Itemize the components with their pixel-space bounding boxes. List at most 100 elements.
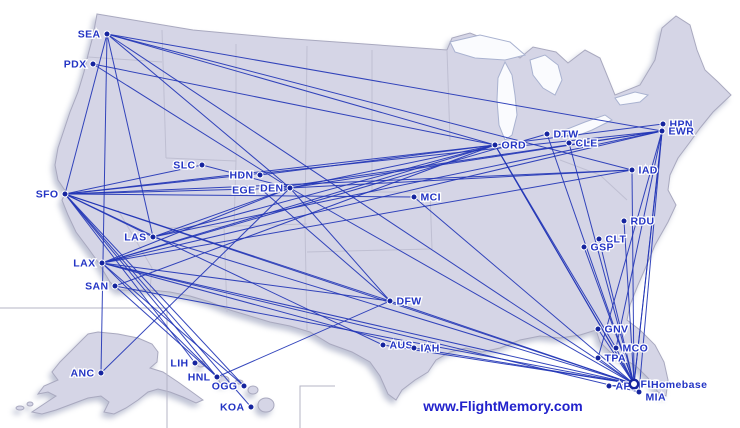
route-LAX-OGG	[101, 262, 245, 387]
route-LAX-DFW	[101, 262, 391, 302]
airport-CLE[interactable]: CLE	[565, 136, 599, 151]
airport-label-MCI: MCI	[421, 192, 441, 204]
airport-dot-icon[interactable]	[286, 184, 294, 192]
route-SEA-LAS	[106, 33, 154, 238]
airport-ANC[interactable]: ANC	[69, 366, 105, 381]
airport-IAH[interactable]: IAH	[410, 341, 441, 356]
route-FLL-DEN	[289, 187, 635, 385]
airport-RDU[interactable]: RDU	[620, 214, 655, 229]
route-FLL-RDU	[623, 220, 635, 385]
airport-EWR[interactable]: EWR	[658, 124, 695, 139]
airport-MCI[interactable]: MCI	[410, 190, 442, 205]
airport-dot-icon[interactable]	[111, 282, 119, 290]
airport-dot-icon[interactable]	[580, 243, 588, 251]
airport-label-ANC: ANC	[71, 368, 95, 380]
airport-dot-icon[interactable]	[379, 341, 387, 349]
airport-dot-icon[interactable]	[612, 344, 620, 352]
airport-MCO[interactable]: MCO	[612, 341, 649, 356]
airport-dot-icon[interactable]	[491, 141, 499, 149]
airport-SLC[interactable]: SLC	[172, 158, 206, 173]
airport-dot-icon[interactable]	[149, 233, 157, 241]
airport-dot-icon[interactable]	[620, 217, 628, 225]
route-SFO-SLC	[64, 164, 203, 195]
route-EWR-SEA	[106, 33, 663, 132]
airport-TPA[interactable]: TPA	[594, 351, 627, 366]
airport-dot-icon[interactable]	[386, 297, 394, 305]
airport-AUS[interactable]: AUS	[379, 338, 414, 353]
airport-dot-icon[interactable]	[240, 382, 248, 390]
route-SFO-DEN	[64, 187, 291, 195]
airport-DTW[interactable]: DTW	[543, 127, 580, 142]
route-PDX-DEN	[92, 63, 291, 189]
airport-dot-icon[interactable]	[594, 325, 602, 333]
route-EWR-MIA	[638, 130, 663, 393]
airport-GSP[interactable]: GSP	[580, 240, 615, 255]
airport-dot-icon[interactable]	[103, 30, 111, 38]
airport-dot-icon[interactable]	[256, 171, 264, 179]
airport-OGG[interactable]: OGG	[210, 379, 248, 394]
airport-dot-icon[interactable]	[198, 161, 206, 169]
airport-EGE[interactable]: EGE	[231, 183, 266, 198]
airport-dot-icon[interactable]	[595, 235, 603, 243]
airport-dot-icon[interactable]	[635, 388, 643, 396]
airport-GNV[interactable]: GNV	[594, 322, 629, 337]
airport-SFO[interactable]: SFO	[34, 187, 69, 202]
route-LAS-DEN	[152, 187, 291, 238]
airport-label-GSP: GSP	[591, 242, 614, 254]
airport-dot-icon[interactable]	[191, 359, 199, 367]
airport-ORD[interactable]: ORD	[491, 138, 527, 153]
route-IAD-LAX	[101, 169, 633, 264]
route-SFO-SEA	[64, 33, 108, 195]
airport-dot-icon[interactable]	[97, 369, 105, 377]
route-FLL-IAD	[631, 169, 635, 385]
airport-SAN[interactable]: SAN	[84, 279, 119, 294]
route-IAD-SEA	[106, 33, 633, 171]
airport-dot-icon[interactable]	[258, 186, 266, 194]
airport-label-CLE: CLE	[576, 138, 598, 150]
airport-MIA[interactable]: MIA	[635, 388, 667, 405]
airport-dot-icon[interactable]	[213, 373, 221, 381]
route-LAX-IAH	[101, 262, 415, 349]
homebase-marker-icon[interactable]	[628, 378, 640, 390]
airport-KOA[interactable]: KOA	[219, 400, 255, 415]
airport-HDN[interactable]: HDN	[228, 168, 264, 183]
airport-dot-icon[interactable]	[61, 190, 69, 198]
airport-CLT[interactable]: CLT	[595, 232, 627, 247]
route-FLL-CLT	[598, 238, 635, 385]
airport-dot-icon[interactable]	[410, 193, 418, 201]
airport-dot-icon[interactable]	[594, 354, 602, 362]
airport-HPN[interactable]: HPN	[659, 117, 694, 132]
airport-dot-icon[interactable]	[658, 127, 666, 135]
airport-label-SAN: SAN	[85, 281, 108, 293]
airport-dot-icon[interactable]	[98, 259, 106, 267]
route-ANC-DEN	[100, 187, 291, 374]
airport-DEN[interactable]: DEN	[259, 181, 294, 196]
route-LAS-ORD	[152, 144, 496, 238]
airport-SEA[interactable]: SEA	[76, 27, 111, 42]
airport-LIH[interactable]: LIH	[169, 356, 199, 371]
airport-dot-icon[interactable]	[543, 130, 551, 138]
airport-label-TPA: TPA	[605, 353, 626, 365]
route-FLL-SEA	[106, 33, 635, 385]
airport-dot-icon[interactable]	[247, 403, 255, 411]
airport-PDX[interactable]: PDX	[62, 57, 97, 72]
airport-dot-icon[interactable]	[605, 382, 613, 390]
airport-dot-icon[interactable]	[565, 139, 573, 147]
airport-FLL[interactable]: FLL	[628, 377, 662, 392]
airport-dot-icon[interactable]	[89, 60, 97, 68]
airport-LAX[interactable]: LAX	[72, 256, 106, 271]
airport-dot-icon[interactable]	[628, 166, 636, 174]
airport-HNL[interactable]: HNL	[186, 370, 221, 385]
route-DEN-ORD	[289, 144, 496, 189]
airport-IAD[interactable]: IAD	[628, 163, 659, 178]
route-SFO-ORD	[64, 144, 496, 195]
airport-dot-icon[interactable]	[659, 120, 667, 128]
airport-label-IAD: IAD	[639, 165, 658, 177]
airport-label-LAS: LAS	[124, 232, 146, 244]
airport-LAS[interactable]: LAS	[123, 230, 157, 245]
airport-dot-icon[interactable]	[410, 344, 418, 352]
route-HNL-DFW	[216, 300, 391, 378]
route-FLL-LAX	[101, 262, 635, 385]
route-EGE-DFW	[261, 189, 391, 302]
airport-DFW[interactable]: DFW	[386, 294, 423, 309]
